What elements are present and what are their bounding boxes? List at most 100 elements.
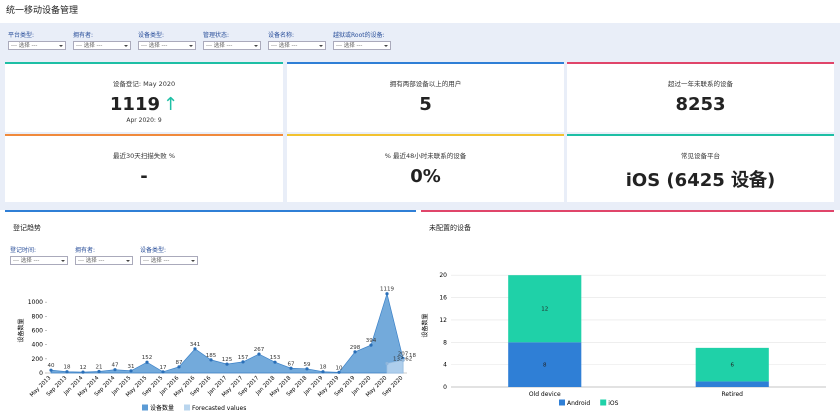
data-label: 12 (80, 365, 87, 371)
legend-swatch (184, 404, 191, 411)
data-label: 8 (543, 363, 547, 369)
data-point (385, 292, 389, 296)
data-point (97, 369, 101, 374)
page-title: 统一移动设备管理 (6, 6, 79, 16)
filter-label: 平台类型: (8, 32, 35, 39)
kpi-value: 8253 (567, 94, 834, 115)
kpi-number: iOS (6425 设备) (625, 170, 776, 191)
trend-arrow: ↑ (163, 94, 179, 115)
unconfigured-panel: 未配置的设备 0 4 8 12 16 20 设备数量 Old device 8 12 Retired… (421, 210, 834, 417)
kpi-sub: Apr 2020: 9 (126, 117, 162, 124)
filter-select[interactable]: --- 选择 --- (75, 256, 133, 265)
y-tick-label: 12 (439, 317, 447, 324)
kpi-title: % 最近48小时未联系的设备 (384, 152, 467, 160)
legend-label: Android (567, 400, 590, 407)
kpi-card: 常见设备平台 iOS (6425 设备) (567, 134, 834, 202)
data-point (273, 360, 277, 364)
unconfigured-chart: 0 4 8 12 16 20 设备数量 Old device 8 12 Retired 6 Androi… (421, 272, 826, 407)
bar-segment (695, 347, 769, 382)
data-label: 180.04 (409, 353, 416, 359)
y-tick-label: 8 (443, 339, 447, 346)
kpi-title: 超过一年未联系的设备 (668, 80, 733, 88)
filter-label: 管理状态: (203, 32, 230, 39)
filter-label: 越狱或Root的设备: (333, 32, 385, 39)
data-point (81, 370, 85, 374)
filter-select[interactable]: --- 选择 --- (138, 41, 196, 50)
filter-select[interactable]: --- 选择 --- (8, 41, 66, 50)
data-point (113, 368, 117, 372)
data-label: 185 (206, 353, 217, 359)
data-label: 153 (270, 355, 281, 361)
filter: 设备类型: --- 选择 --- (140, 245, 198, 265)
data-point (289, 366, 293, 370)
data-label: 298 (350, 345, 361, 351)
kpi-title: 设备登记: May 2020 (112, 80, 176, 88)
kpi-number: 8253 (675, 94, 726, 115)
data-point (241, 360, 245, 364)
kpi-card: 超过一年未联系的设备 8253 (567, 62, 834, 132)
filter: 登记时间: --- 选择 --- (10, 245, 68, 265)
filter: 设备类型: --- 选择 --- (138, 30, 196, 50)
legend-label: Forecasted values (192, 405, 246, 412)
filter-select[interactable]: --- 选择 --- (73, 41, 131, 50)
data-label: 267 (254, 347, 265, 353)
filter-select[interactable]: --- 选择 --- (333, 41, 391, 50)
kpi-number: 5 (419, 94, 432, 115)
data-point (129, 369, 133, 373)
filter-label: 拥有者: (73, 32, 94, 39)
data-point (65, 370, 69, 374)
data-point (321, 370, 325, 374)
data-label: 18 (64, 365, 71, 371)
area (50, 292, 404, 374)
kpi-number: 0% (410, 166, 441, 187)
kpi-value: iOS (6425 设备) (567, 166, 834, 192)
filter: 管理状态: --- 选择 --- (203, 30, 261, 50)
y-tick-label: 600 (32, 328, 44, 335)
data-point (161, 370, 165, 374)
y-tick-label: 4 (443, 362, 447, 369)
legend-swatch (142, 404, 148, 411)
y-tick-label: 0 (39, 370, 43, 377)
kpi-title: 最近30天扫描失败 % (112, 152, 175, 160)
data-label: 40 (48, 363, 55, 369)
filter-select[interactable]: --- 选择 --- (268, 41, 326, 50)
legend-label: 设备数量 (150, 404, 174, 412)
data-point (225, 362, 229, 366)
y-tick-label: 800 (32, 313, 44, 320)
y-tick-label: 400 (32, 342, 44, 349)
y-tick-label: 16 (439, 295, 447, 302)
data-label: 207 (398, 351, 409, 357)
data-label: 21 (96, 365, 103, 371)
data-point (337, 370, 341, 374)
filter: 越狱或Root的设备: --- 选择 --- (333, 30, 391, 50)
data-point (193, 347, 197, 351)
data-point (369, 343, 373, 347)
filter-label: 拥有者: (75, 247, 96, 254)
filter-select[interactable]: --- 选择 --- (10, 256, 68, 265)
kpi-value: 0% (287, 166, 564, 187)
bar-segment (508, 342, 582, 387)
y-tick-label: 20 (439, 272, 447, 279)
data-point (257, 352, 261, 356)
panel-title: 登记趋势 (13, 224, 41, 232)
data-label: 1119 (380, 287, 394, 293)
data-point (209, 358, 213, 362)
data-point (177, 365, 181, 369)
data-point (385, 361, 389, 366)
data-point (49, 368, 53, 372)
x-tick-label: Old device (529, 391, 561, 398)
kpi-title: 拥有两部设备以上的用户 (389, 80, 462, 88)
legend-swatch (559, 399, 565, 406)
filter-select[interactable]: --- 选择 --- (140, 256, 198, 265)
kpi-card: 拥有两部设备以上的用户 5 (287, 62, 564, 132)
filter-select[interactable]: --- 选择 --- (203, 41, 261, 50)
data-point (305, 367, 309, 371)
y-axis-label: 设备数量 (17, 318, 25, 342)
kpi-number: 1119 (109, 94, 160, 115)
data-label: 394 (366, 338, 377, 344)
data-label: 125 (222, 357, 233, 363)
kpi-card: % 最近48小时未联系的设备 0% (287, 134, 564, 202)
filter: 拥有者: --- 选择 --- (75, 245, 133, 265)
filter-label: 设备名称: (268, 32, 295, 39)
